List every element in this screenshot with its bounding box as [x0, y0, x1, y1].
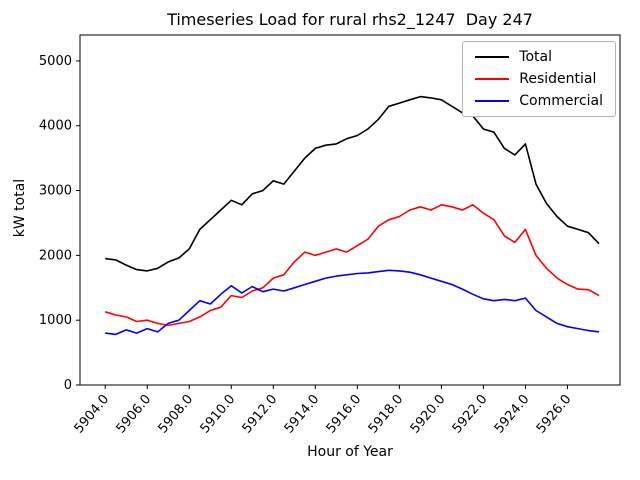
- legend-label-commercial: Commercial: [519, 93, 603, 109]
- x-tick-label: 5924.0: [492, 392, 533, 436]
- x-tick-label: 5908.0: [156, 392, 197, 436]
- y-tick-label: 0: [64, 378, 72, 393]
- axes-frame: [79, 34, 621, 386]
- x-tick-label: 5904.0: [72, 392, 113, 436]
- x-tick-label: 5910.0: [198, 392, 239, 436]
- x-tick-label: 5916.0: [324, 392, 365, 436]
- legend: Total Residential Commercial: [462, 41, 616, 117]
- x-tick-label: 5912.0: [240, 392, 281, 436]
- y-tick-label: 2000: [39, 248, 72, 263]
- legend-label-residential: Residential: [519, 71, 597, 87]
- legend-item-total: Total: [475, 49, 603, 65]
- x-tick-label: 5918.0: [366, 392, 407, 436]
- legend-line-sample-commercial: [475, 100, 510, 102]
- x-tick-label: 5920.0: [408, 392, 449, 436]
- legend-item-commercial: Commercial: [475, 93, 603, 109]
- x-tick-label: 5922.0: [450, 392, 491, 436]
- x-axis-label: Hour of Year: [307, 444, 393, 460]
- series-line-total: [105, 95, 600, 272]
- legend-item-residential: Residential: [475, 71, 603, 87]
- y-tick-label: 5000: [39, 54, 72, 69]
- legend-label-total: Total: [519, 49, 552, 65]
- y-tick-label: 1000: [39, 313, 72, 328]
- series-line-commercial: [105, 269, 600, 336]
- chart-title: Timeseries Load for rural rhs2_1247 Day …: [167, 10, 533, 29]
- x-tick-label: 5926.0: [534, 392, 575, 436]
- x-tick-label: 5906.0: [114, 392, 155, 436]
- x-tick-label: 5914.0: [282, 392, 323, 436]
- legend-line-sample-residential: [475, 78, 510, 80]
- legend-line-sample-total: [475, 56, 510, 58]
- y-tick-label: 4000: [39, 119, 72, 134]
- y-axis-label: kW total: [12, 178, 28, 238]
- series-line-residential: [104, 204, 600, 327]
- y-tick-label: 3000: [39, 184, 72, 199]
